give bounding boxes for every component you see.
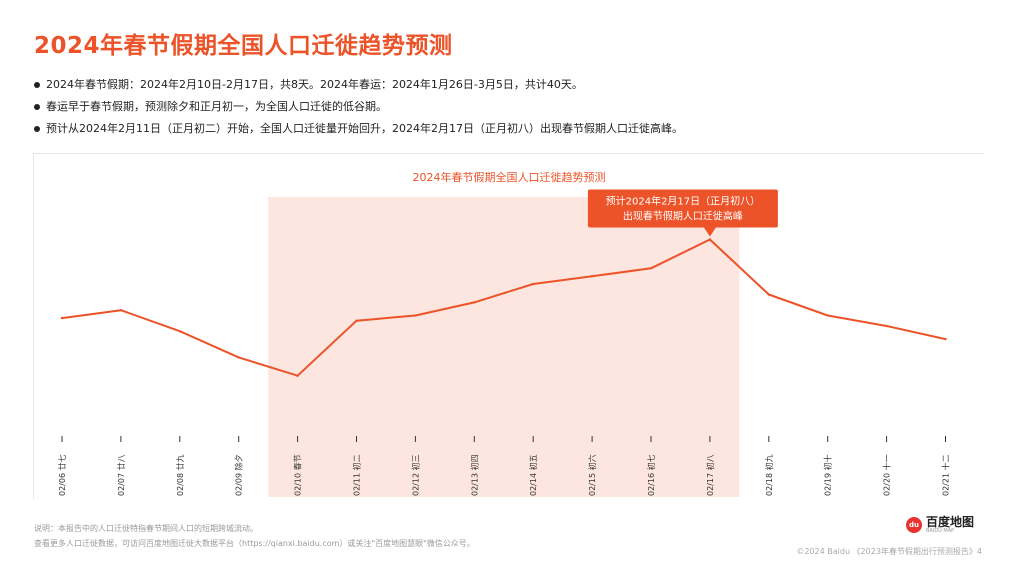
data-point bbox=[590, 274, 594, 278]
page-title: 2024年春节假期全国人口迁徙趋势预测 bbox=[34, 33, 453, 59]
bullet-low-period: 春运早于春节假期，预测除夕和正月初一，为全国人口迁徙的低谷期。 bbox=[34, 96, 683, 118]
data-point bbox=[532, 282, 535, 286]
data-point bbox=[178, 330, 181, 333]
migration-trend-line bbox=[61, 238, 946, 377]
data-point bbox=[296, 374, 299, 377]
page-footer: ©2024 Baidu 《2023年春节假期出行预测报告》4 bbox=[796, 547, 982, 556]
data-point bbox=[60, 316, 64, 320]
x-tick-label: 02/17 初八 bbox=[705, 454, 715, 496]
x-tick-label: 02/14 初五 bbox=[528, 454, 538, 496]
data-point bbox=[355, 319, 358, 322]
x-tick-label: 02/15 初六 bbox=[587, 454, 597, 496]
peak-annotation-text: 预计2024年2月17日（正月初八） bbox=[606, 195, 761, 208]
x-tick-label: 02/20 十一 bbox=[882, 454, 892, 496]
x-tick-label: 02/19 初十 bbox=[823, 454, 833, 496]
data-point bbox=[119, 309, 123, 312]
data-point bbox=[237, 356, 240, 359]
peak-annotation-pointer bbox=[703, 227, 716, 237]
x-tick-label: 02/07 廿八 bbox=[116, 454, 126, 496]
x-tick-label: 02/08 廿九 bbox=[175, 454, 185, 496]
data-point bbox=[885, 324, 888, 328]
holiday-highlight-band bbox=[268, 197, 740, 497]
chart-title: 2024年春节假期全国人口迁徙趋势预测 bbox=[413, 170, 606, 184]
x-tick-label: 02/09 除夕 bbox=[234, 454, 244, 496]
data-point bbox=[708, 238, 712, 241]
x-tick-label: 02/16 初七 bbox=[646, 454, 656, 496]
x-tick-label: 02/11 初二 bbox=[352, 454, 362, 496]
x-tick-label: 02/18 初九 bbox=[764, 454, 774, 496]
data-point bbox=[826, 314, 829, 317]
bullet-holiday-dates: 2024年春节假期：2024年2月10日-2月17日，共8天。2024年春运：2… bbox=[34, 74, 683, 96]
logo-subtext: BAIDU MAP bbox=[926, 528, 955, 534]
x-tick-label: 02/06 廿七 bbox=[57, 454, 67, 496]
baidu-map-logo-icon: du bbox=[906, 517, 922, 533]
bullet-peak-forecast: 预计从2024年2月11日（正月初二）开始，全国人口迁徙量开始回升，2024年2… bbox=[34, 118, 683, 140]
data-point bbox=[473, 301, 476, 304]
logo-text: 百度地图 bbox=[926, 515, 975, 529]
data-point bbox=[414, 314, 417, 317]
data-point bbox=[649, 267, 653, 270]
x-tick-label: 02/12 初三 bbox=[410, 454, 420, 496]
x-tick-label: 02/13 初四 bbox=[469, 454, 479, 496]
data-point bbox=[767, 293, 770, 296]
footnote-source: 查看更多人口迁徙数据，可访问百度地图迁徙大数据平台（https://qianxi… bbox=[34, 539, 475, 548]
footnote-definition: 说明：本报告中的人口迁徙特指春节期间人口的短期跨城流动。 bbox=[34, 524, 258, 533]
bullet-list: 2024年春节假期：2024年2月10日-2月17日，共8天。2024年春运：2… bbox=[34, 74, 683, 140]
baidu-map-logo: du 百度地图 BAIDU MAP bbox=[906, 516, 974, 534]
x-tick-label: 02/21 十二 bbox=[941, 454, 951, 496]
peak-annotation-box bbox=[587, 189, 778, 228]
peak-annotation-text: 出现春节假期人口迁徙高峰 bbox=[623, 210, 743, 223]
chart-panel: 2024年春节假期全国人口迁徙趋势预测 02/06 廿七 02/07 廿八 02/08… bbox=[33, 153, 984, 499]
data-point bbox=[944, 337, 947, 341]
migration-trend-chart: 2024年春节假期全国人口迁徙趋势预测 02/06 廿七 02/07 廿八 02/08… bbox=[57, 170, 951, 497]
x-tick-label: 02/10 春节 bbox=[293, 454, 303, 496]
